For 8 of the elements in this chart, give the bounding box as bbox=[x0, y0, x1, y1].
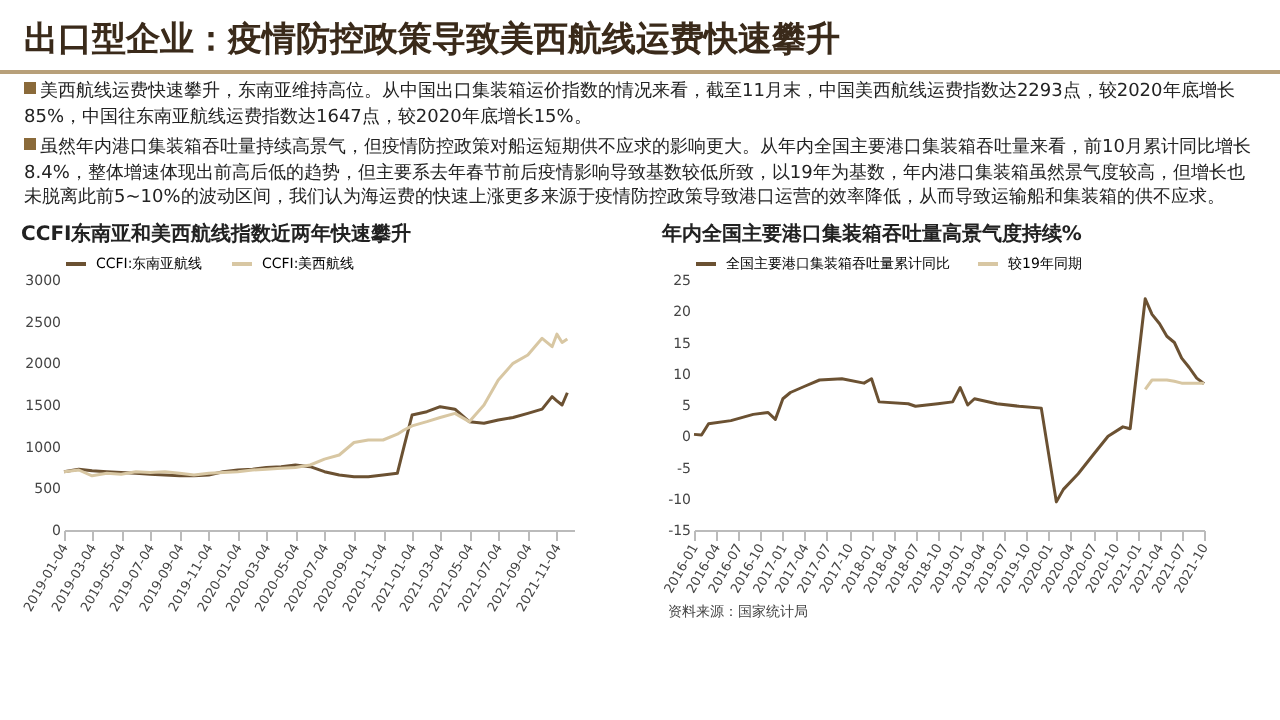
line-series bbox=[62, 390, 569, 478]
chart-title: CCFI东南亚和美西航线指数近两年快速攀升 bbox=[21, 221, 412, 245]
chart-title: 年内全国主要港口集装箱吞吐量高景气度持续% bbox=[659, 221, 1082, 245]
text: 美西航线运费快速攀升，东南亚维持高位。从中国出口集装箱运价指数的情况来看，截至11月末，中国美西航线运费指数达2293点，较2020年底增长85%，中国往东南亚航线运费指数达1647点，较2020年底增长15%。 bbox=[24, 80, 1237, 130]
line-series bbox=[692, 296, 1206, 503]
text: 虽然年内港口集装箱吞吐量持续高景气，但疫情防控政策对船运短期供不应求的影响更大。从年内全国主要港口集装箱吞吐量来看，前10月累计同比增长8.4%，整体增速体现出前高后低的趋势，但主要系去年春节前后疫情影响导致基数较低所致，以19年为基数，年内港口集装箱虽然景气度较高，但增长也未脱离此前5~10%的波动区间，我们认为海运费的快速上涨更多来源于疫情防控政策导致港口运营的效率降低，从而导致运输船和集装箱的供不应求。 bbox=[24, 136, 1253, 211]
text: 出口型企业：疫情防控政策导致美西航线运费快速攀升 bbox=[0, 0, 1280, 74]
line-series bbox=[62, 331, 569, 477]
